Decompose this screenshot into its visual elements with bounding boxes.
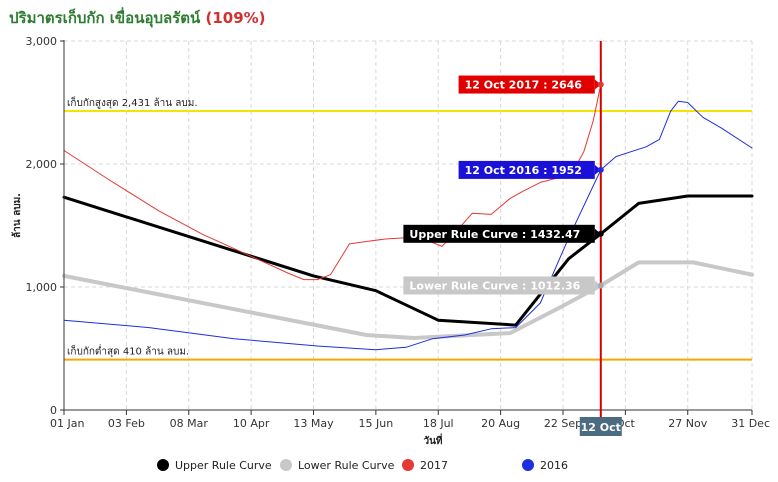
- chart-title: ปริมาตรเก็บกัก เขื่อนอุบลรัตน์ (109%): [9, 6, 266, 30]
- legend-label-lower-rule-curve: Lower Rule Curve: [298, 459, 395, 472]
- x-tick-label: 27 Nov: [668, 417, 707, 430]
- x-tick-label: 03 Feb: [108, 417, 145, 430]
- tooltip-point: [597, 230, 604, 237]
- reference-lines: เก็บกักสูงสุด 2,431 ล้าน ลบม. เก็บกักต่ำส…: [64, 95, 752, 361]
- tooltips: 12 Oct 2017 : 2646 12 Oct 2016 : 1952 Uppe…: [403, 75, 604, 295]
- current-date-marker: 12 Oct: [579, 41, 622, 436]
- legend-label-upper-rule-curve: Upper Rule Curve: [175, 459, 272, 472]
- tooltip-point: [597, 282, 604, 289]
- x-tick-label: 08 Mar: [170, 417, 209, 430]
- axes: 0 1,000 2,000 3,000 01 Jan 03 Feb 08 Mar 10 Apr…: [11, 35, 770, 447]
- x-tick-label: 22 Sep: [544, 417, 582, 430]
- legend-label-2016: 2016: [540, 459, 568, 472]
- tooltip-point: [597, 81, 604, 88]
- x-tick-label: 31 Dec: [731, 417, 770, 430]
- x-axis-title: วันที่: [423, 433, 442, 447]
- series-line-2017: [63, 84, 602, 281]
- y-tick-label: 0: [50, 404, 57, 417]
- series-line-lower-rule-curve: [62, 260, 754, 340]
- series-lines: [62, 84, 754, 351]
- x-tick-label: 18 Jul: [423, 417, 454, 430]
- tooltip-box-2016: [458, 160, 595, 179]
- y-tick-label: 1,000: [26, 281, 58, 294]
- x-tick-label: 20 Aug: [481, 417, 520, 430]
- tooltip-box-2017: [458, 75, 595, 94]
- tooltip-text-2016: 12 Oct 2016 : 1952: [465, 164, 582, 177]
- x-tick-label: 13 May: [293, 417, 334, 430]
- chart-title-main: ปริมาตรเก็บกัก เขื่อนอุบลรัตน์: [9, 9, 201, 27]
- x-tick-label: 15 Jun: [359, 417, 394, 430]
- tooltip-text-lower-rule-curve: Lower Rule Curve : 1012.36: [409, 279, 580, 292]
- tooltip-box-upper-rule-curve: [403, 224, 595, 243]
- legend: Upper Rule Curve Lower Rule Curve 2017 2016: [157, 459, 568, 472]
- reference-line-label: เก็บกักต่ำสุด 410 ล้าน ลบม.: [67, 344, 189, 358]
- y-tick-label: 2,000: [26, 158, 58, 171]
- tooltip-text-2017: 12 Oct 2017 : 2646: [465, 79, 583, 92]
- y-tick-label: 3,000: [26, 35, 58, 48]
- y-axis-title: ล้าน ลบม.: [11, 193, 23, 238]
- current-date-label: 12 Oct: [581, 421, 621, 434]
- legend-label-2017: 2017: [420, 459, 448, 472]
- tooltip-text-upper-rule-curve: Upper Rule Curve : 1432.47: [409, 228, 580, 241]
- tooltip-point: [597, 166, 604, 173]
- x-tick-label: 01 Jan: [50, 417, 84, 430]
- reference-line-label: เก็บกักสูงสุด 2,431 ล้าน ลบม.: [67, 95, 198, 109]
- current-date-badge: [579, 417, 622, 436]
- x-tick-label: 10 Apr: [233, 417, 270, 430]
- legend-marker-2017: [402, 459, 414, 471]
- legend-marker-2016: [522, 459, 534, 471]
- legend-marker-upper-rule-curve: [157, 459, 169, 471]
- tooltip-box-lower-rule-curve: [403, 276, 595, 295]
- legend-marker-lower-rule-curve: [280, 459, 292, 471]
- chart-title-percent: (109%): [205, 9, 266, 27]
